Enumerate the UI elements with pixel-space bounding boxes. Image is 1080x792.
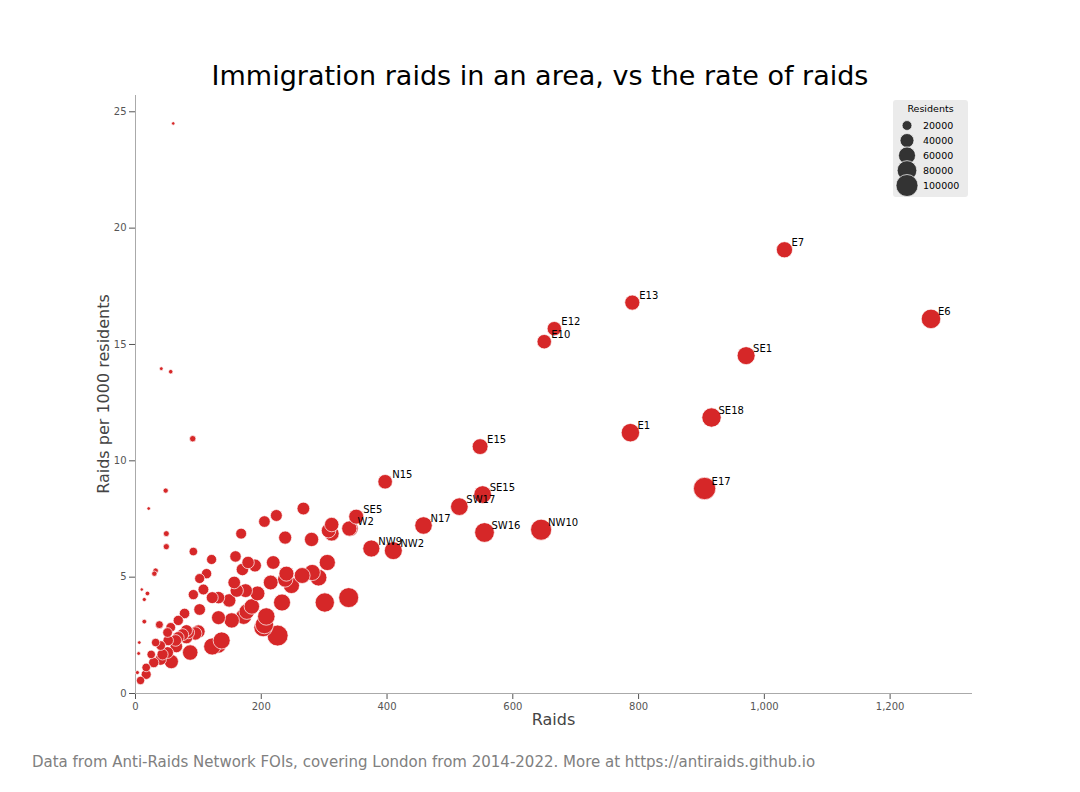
svg-text:600: 600 xyxy=(503,701,522,712)
svg-text:0: 0 xyxy=(120,688,126,699)
svg-text:SE5: SE5 xyxy=(363,504,382,515)
svg-text:1,200: 1,200 xyxy=(876,701,905,712)
svg-text:NW9: NW9 xyxy=(378,536,402,547)
svg-text:E6: E6 xyxy=(938,306,951,317)
svg-text:SE1: SE1 xyxy=(753,343,772,354)
html-text:Data from Anti-Raids Network F: Data from Anti-Raids Network FOIs, cover… xyxy=(32,753,816,771)
svg-text:N17: N17 xyxy=(431,513,451,524)
svg-text:E15: E15 xyxy=(487,434,506,445)
svg-text:0: 0 xyxy=(132,701,138,712)
html-text:Raids per 1000 residents: Raids per 1000 residents xyxy=(93,294,113,494)
svg-text:800: 800 xyxy=(629,701,648,712)
svg-text:SE18: SE18 xyxy=(719,405,744,416)
svg-text:E12: E12 xyxy=(561,316,580,327)
svg-text:NW10: NW10 xyxy=(548,517,578,528)
svg-text:200: 200 xyxy=(252,701,271,712)
svg-text:NW2: NW2 xyxy=(400,538,424,549)
svg-text:15: 15 xyxy=(114,339,127,350)
svg-text:60000: 60000 xyxy=(923,150,953,161)
svg-text:1,000: 1,000 xyxy=(750,701,779,712)
svg-text:400: 400 xyxy=(377,701,396,712)
svg-text:25: 25 xyxy=(114,106,127,117)
svg-text:80000: 80000 xyxy=(923,165,953,176)
svg-text:20: 20 xyxy=(114,222,127,233)
html-text:Raids: Raids xyxy=(531,710,576,729)
svg-text:E7: E7 xyxy=(791,237,804,248)
svg-text:E17: E17 xyxy=(712,476,731,487)
svg-text:E13: E13 xyxy=(639,290,658,301)
svg-text:Residents: Residents xyxy=(907,103,953,114)
svg-text:W2: W2 xyxy=(358,516,374,527)
svg-text:5: 5 xyxy=(120,571,126,582)
svg-text:SE15: SE15 xyxy=(490,482,515,493)
svg-text:40000: 40000 xyxy=(923,135,953,146)
svg-text:E1: E1 xyxy=(637,420,650,431)
svg-text:E10: E10 xyxy=(551,329,570,340)
svg-text:10: 10 xyxy=(114,455,127,466)
svg-text:SW17: SW17 xyxy=(466,494,495,505)
svg-text:20000: 20000 xyxy=(923,120,953,131)
svg-text:100000: 100000 xyxy=(923,180,959,191)
svg-text:N15: N15 xyxy=(392,469,412,480)
html-text:Immigration raids in an area,: Immigration raids in an area, vs the rat… xyxy=(211,60,869,91)
svg-text:SW16: SW16 xyxy=(492,520,521,531)
